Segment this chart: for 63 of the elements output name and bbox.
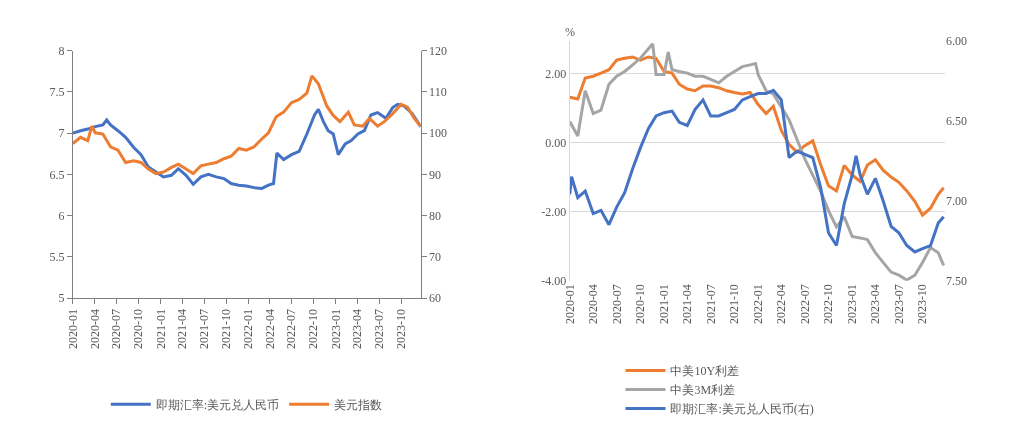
x-tick-label: 2021-01 — [153, 309, 168, 349]
x-tick-label: 2022-01 — [241, 309, 256, 349]
x-tick-label: 2021-04 — [680, 284, 695, 325]
line-series — [569, 55, 945, 217]
legend-label: 即期汇率:美元兑人民币(右) — [670, 402, 814, 417]
y2-tick-label: 6.00 — [945, 33, 967, 48]
y2-tick-label: 60 — [429, 291, 442, 306]
x-tick-label: 2022-07 — [284, 309, 299, 349]
y-tick-label: -2.00 — [541, 204, 567, 219]
y-tick-label: 7 — [58, 126, 65, 141]
x-tick-label: 2020-04 — [87, 309, 102, 349]
y2-tick-label: 7.00 — [945, 193, 967, 208]
x-tick-label: 2021-10 — [727, 284, 742, 325]
x-tick-label: 2020-07 — [609, 284, 624, 325]
x-tick-label: 2023-01 — [328, 309, 343, 349]
y-axis-title: % — [565, 25, 575, 39]
x-tick-label: 2021-07 — [196, 309, 211, 349]
y-tick-label: 6 — [58, 208, 65, 223]
y2-tick-label: 110 — [429, 85, 447, 100]
y-tick-label: 2.00 — [545, 66, 567, 81]
x-tick-label: 2022-10 — [306, 309, 321, 349]
x-tick-label: 2023-07 — [891, 284, 906, 325]
y-tick-label: 5.5 — [49, 250, 65, 265]
y2-tick-label: 80 — [429, 208, 442, 223]
legend-label: 美元指数 — [334, 398, 383, 413]
y-tick-label: 8 — [58, 43, 65, 58]
y2-tick-label: 90 — [429, 167, 442, 182]
x-tick-label: 2021-04 — [175, 309, 190, 349]
y2-tick-label: 6.50 — [945, 113, 967, 128]
legend-label: 中美10Y利差 — [670, 364, 740, 379]
x-tick-label: 2023-07 — [371, 309, 386, 349]
y-tick-label: 7.5 — [49, 85, 65, 100]
x-tick-label: 2022-10 — [821, 284, 836, 325]
x-tick-label: 2020-04 — [586, 284, 601, 325]
x-tick-label: 2020-10 — [633, 284, 648, 325]
x-tick-label: 2020-01 — [65, 309, 80, 349]
y-tick-label: 5 — [58, 291, 65, 306]
x-tick-label: 2022-04 — [774, 284, 789, 325]
y-tick-label: 6.5 — [49, 167, 65, 182]
x-tick-label: 2021-07 — [703, 284, 718, 325]
legend-label: 即期汇率:美元兑人民币 — [155, 398, 280, 413]
x-tick-label: 2023-10 — [915, 284, 930, 325]
x-tick-label: 2021-01 — [656, 284, 671, 325]
x-tick-label: 2020-10 — [131, 309, 146, 349]
x-tick-label: 2022-01 — [751, 284, 766, 325]
x-tick-label: 2020-07 — [109, 309, 124, 349]
x-tick-label: 2023-04 — [868, 284, 883, 325]
x-tick-label: 2021-10 — [218, 309, 233, 349]
line-series — [569, 88, 945, 254]
line-series — [72, 102, 421, 190]
line-series — [72, 74, 421, 176]
x-tick-label: 2022-04 — [262, 309, 277, 349]
y-tick-label: 0.00 — [545, 135, 567, 150]
x-tick-label: 2023-10 — [393, 309, 408, 349]
x-tick-label: 2023-01 — [845, 284, 860, 325]
y2-tick-label: 100 — [429, 126, 448, 141]
x-tick-label: 2023-04 — [350, 309, 365, 349]
line-series — [569, 42, 945, 281]
legend-label: 中美3M利差 — [670, 383, 736, 398]
y2-tick-label: 70 — [429, 250, 442, 265]
y2-tick-label: 7.50 — [945, 273, 967, 288]
y2-tick-label: 120 — [429, 43, 448, 58]
x-tick-label: 2022-07 — [797, 284, 812, 325]
